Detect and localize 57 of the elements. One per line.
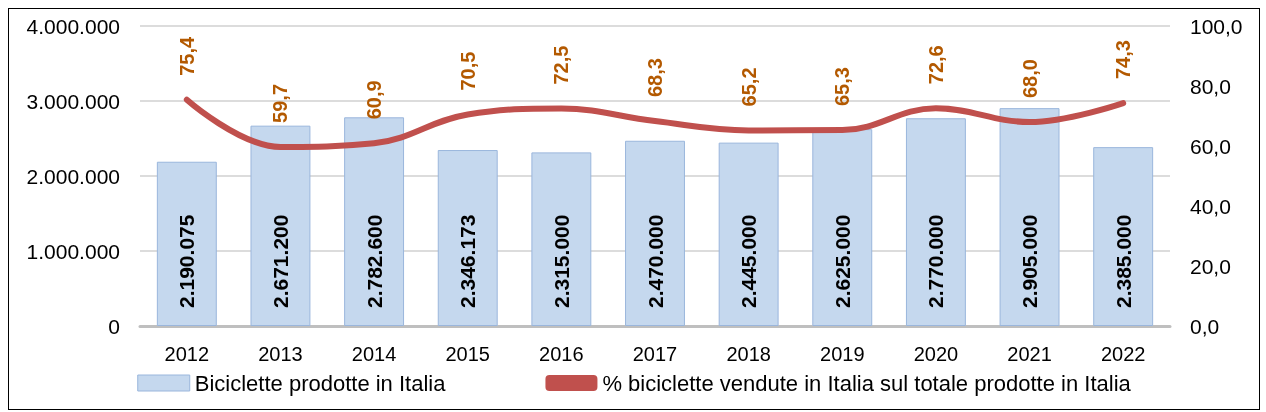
y2-tick-label: 80,0 bbox=[1190, 74, 1231, 98]
data-label: 65,2 bbox=[737, 67, 760, 107]
data-label: 2.770.000 bbox=[924, 214, 948, 308]
bar bbox=[344, 117, 405, 326]
y-tick-label: 2.000.000 bbox=[26, 164, 120, 188]
data-label: 75,4 bbox=[175, 36, 198, 76]
bar bbox=[531, 152, 592, 326]
x-tick-label: 2016 bbox=[539, 343, 584, 365]
data-label: 68,3 bbox=[644, 58, 666, 98]
y-tick-label: 1.000.000 bbox=[26, 239, 120, 263]
data-label: 2.782.600 bbox=[362, 214, 386, 308]
y-tick-label: 0 bbox=[108, 314, 120, 338]
x-tick-label: 2012 bbox=[164, 343, 210, 365]
data-label: 70,5 bbox=[456, 51, 479, 91]
data-label: 2.385.000 bbox=[1111, 214, 1135, 308]
legend-label: % biciclette vendute in Italia sul totale prodotte in Italia bbox=[602, 370, 1132, 396]
x-tick-label: 2019 bbox=[820, 343, 865, 365]
data-label: 2.905.000 bbox=[1018, 214, 1042, 308]
bar bbox=[999, 108, 1060, 326]
bar bbox=[437, 150, 498, 326]
y-tick-label: 3.000.000 bbox=[26, 89, 120, 113]
data-label: 2.346.173 bbox=[456, 214, 480, 308]
data-label: 74,3 bbox=[1112, 40, 1135, 80]
x-tick-label: 2013 bbox=[258, 343, 303, 365]
bar bbox=[625, 140, 685, 326]
data-label: 65,3 bbox=[831, 67, 854, 107]
x-tick-label: 2020 bbox=[913, 343, 959, 365]
x-tick-label: 2014 bbox=[351, 343, 397, 365]
legend-label: Biciclette prodotte in Italia bbox=[194, 370, 447, 396]
y-tick-label: 4.000.000 bbox=[26, 14, 120, 38]
bar bbox=[1093, 147, 1154, 326]
bar bbox=[812, 129, 873, 326]
data-label: 2.445.000 bbox=[737, 214, 761, 308]
data-label: 60,9 bbox=[363, 80, 386, 120]
x-tick-label: 2015 bbox=[445, 343, 490, 365]
data-label: 68,0 bbox=[1018, 59, 1041, 98]
y2-tick-label: 60,0 bbox=[1190, 134, 1231, 158]
data-label: 59,7 bbox=[269, 83, 292, 123]
data-label: 2.315.000 bbox=[549, 214, 573, 308]
y2-tick-label: 20,0 bbox=[1190, 254, 1231, 278]
bar bbox=[718, 142, 779, 326]
bar bbox=[250, 125, 311, 326]
x-tick-label: 2018 bbox=[726, 343, 771, 365]
y2-tick-label: 40,0 bbox=[1190, 194, 1231, 218]
data-label: 2.671.200 bbox=[268, 214, 292, 308]
y2-tick-label: 0,0 bbox=[1190, 314, 1220, 338]
data-label: 2.625.000 bbox=[830, 214, 854, 308]
x-tick-label: 2017 bbox=[632, 343, 678, 365]
y2-tick-label: 100,0 bbox=[1190, 14, 1243, 38]
x-tick-label: 2022 bbox=[1100, 343, 1146, 365]
data-label: 72,5 bbox=[550, 45, 573, 85]
bar bbox=[156, 161, 217, 326]
data-label: 2.190.075 bbox=[175, 214, 199, 308]
data-label: 2.470.000 bbox=[643, 214, 667, 308]
bar bbox=[905, 118, 966, 326]
data-label: 72,6 bbox=[924, 45, 947, 85]
x-tick-label: 2021 bbox=[1007, 343, 1052, 365]
